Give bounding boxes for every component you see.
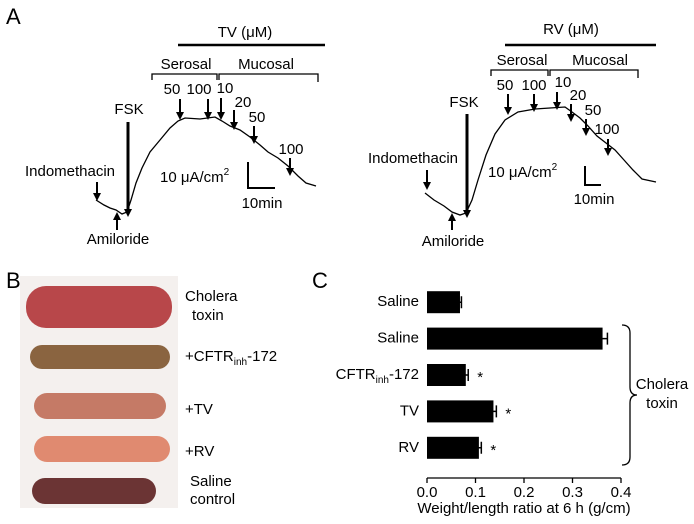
mucosal-label: Mucosal bbox=[238, 56, 294, 73]
scale-time: 10min bbox=[242, 195, 283, 212]
indomethacin-label: Indomethacin bbox=[368, 150, 458, 167]
bracket-label: Cholera bbox=[636, 376, 689, 393]
scale-sup: 2 bbox=[552, 162, 558, 173]
dose: 20 bbox=[235, 94, 252, 111]
mucosal-label: Mucosal bbox=[572, 52, 628, 69]
group-label: TV (μM) bbox=[218, 24, 272, 41]
fsk-label: FSK bbox=[449, 94, 478, 111]
serosal-label: Serosal bbox=[497, 52, 548, 69]
error-bar bbox=[463, 369, 469, 381]
dose: 50 bbox=[249, 109, 266, 126]
y-tick-label: Saline bbox=[377, 293, 419, 310]
x-tick-label: 0.0 bbox=[417, 484, 438, 501]
scale-sup: 2 bbox=[224, 167, 230, 178]
y-tick-label: RV bbox=[398, 439, 419, 456]
sample-label: control bbox=[190, 491, 235, 508]
serosal-label: Serosal bbox=[161, 56, 212, 73]
fsk-label: FSK bbox=[114, 101, 143, 118]
y-tick-label: TV bbox=[400, 402, 419, 419]
dose: 100 bbox=[521, 77, 546, 94]
amiloride-label: Amiloride bbox=[87, 231, 150, 248]
scale-text: 10 μA/cm bbox=[160, 169, 224, 186]
bar bbox=[427, 364, 466, 386]
error-bar bbox=[597, 332, 609, 345]
y-tick-label: CFTRinh-172 bbox=[336, 366, 419, 386]
scale-text: 10 μA/cm bbox=[488, 164, 552, 181]
scale-current: 10 μA/cm2 bbox=[160, 167, 230, 186]
label-part: -172 bbox=[389, 366, 419, 383]
bar bbox=[427, 327, 603, 350]
dose: 100 bbox=[278, 141, 303, 158]
x-tick-label: 0.2 bbox=[514, 484, 535, 501]
label-part: -172 bbox=[247, 348, 277, 365]
bar bbox=[427, 400, 494, 423]
group-label: RV (μM) bbox=[543, 21, 599, 38]
label-sub: inh bbox=[234, 357, 247, 368]
significance: * bbox=[505, 405, 511, 422]
sample-label: Saline bbox=[190, 473, 232, 490]
amiloride-label: Amiloride bbox=[422, 233, 485, 250]
dose: 20 bbox=[570, 87, 587, 104]
intestine-photo bbox=[20, 276, 178, 508]
x-axis-label: Weight/length ratio at 6 h (g/cm) bbox=[417, 500, 630, 517]
error-bar bbox=[476, 441, 483, 454]
panel-label: B bbox=[6, 268, 21, 293]
dose: 100 bbox=[186, 81, 211, 98]
panel-label: A bbox=[6, 4, 21, 29]
x-tick-label: 0.4 bbox=[611, 484, 632, 501]
dose: 50 bbox=[164, 81, 181, 98]
y-tick-label: Saline bbox=[377, 330, 419, 347]
dose: 50 bbox=[585, 102, 602, 119]
trace-right: RV (μM) Serosal Mucosal 50 100 10 20 50 … bbox=[368, 21, 657, 250]
sample-label: Cholera bbox=[185, 288, 238, 305]
bar bbox=[427, 436, 479, 459]
panel-label: C bbox=[312, 268, 328, 293]
dose: 10 bbox=[555, 74, 572, 91]
error-bar bbox=[458, 296, 463, 309]
scale-time: 10min bbox=[574, 191, 615, 208]
x-tick-label: 0.3 bbox=[562, 484, 583, 501]
significance: * bbox=[477, 369, 483, 386]
dose: 10 bbox=[217, 80, 234, 97]
sample-label: +CFTRinh-172 bbox=[185, 348, 277, 368]
error-bar bbox=[490, 405, 498, 418]
indomethacin-label: Indomethacin bbox=[25, 163, 115, 180]
label-part: inh bbox=[376, 375, 389, 386]
dose: 100 bbox=[594, 121, 619, 138]
dose: 50 bbox=[497, 77, 514, 94]
scale-current: 10 μA/cm2 bbox=[488, 162, 558, 181]
label-part: +CFTR bbox=[185, 348, 234, 365]
sample-label: +RV bbox=[185, 443, 214, 460]
sample-label: toxin bbox=[192, 307, 224, 324]
trace-left: TV (μM) Serosal Mucosal 50 100 10 20 50 … bbox=[25, 24, 325, 248]
sample-label: +TV bbox=[185, 401, 213, 418]
label-part: CFTR bbox=[336, 366, 376, 383]
significance: * bbox=[490, 442, 496, 459]
bar bbox=[427, 291, 460, 314]
bracket-label: toxin bbox=[646, 395, 678, 412]
x-tick-label: 0.1 bbox=[465, 484, 486, 501]
